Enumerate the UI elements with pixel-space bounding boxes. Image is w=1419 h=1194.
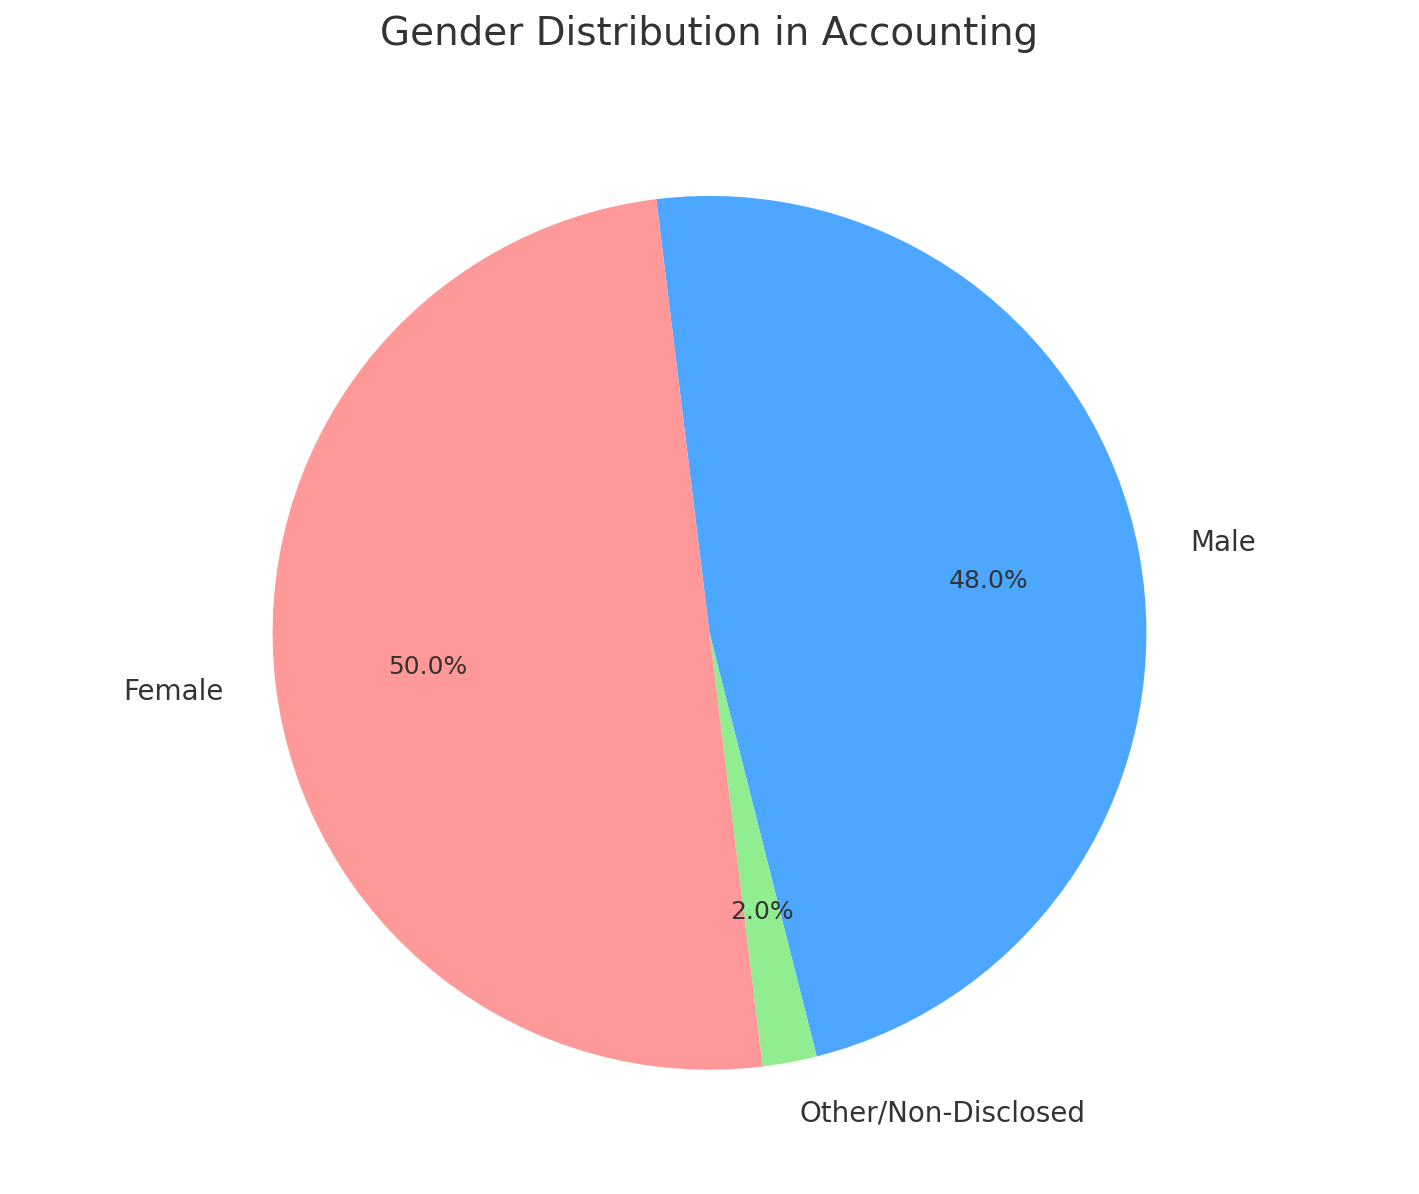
- Title: Gender Distribution in Accounting: Gender Distribution in Accounting: [380, 16, 1039, 53]
- Text: 50.0%: 50.0%: [387, 656, 467, 679]
- Text: Female: Female: [123, 678, 224, 707]
- Wedge shape: [710, 633, 817, 1066]
- Text: 48.0%: 48.0%: [949, 568, 1029, 592]
- Wedge shape: [656, 196, 1147, 1057]
- Text: Male: Male: [1191, 529, 1256, 556]
- Text: Other/Non-Disclosed: Other/Non-Disclosed: [799, 1100, 1086, 1128]
- Wedge shape: [272, 199, 763, 1070]
- Text: 2.0%: 2.0%: [729, 900, 793, 924]
